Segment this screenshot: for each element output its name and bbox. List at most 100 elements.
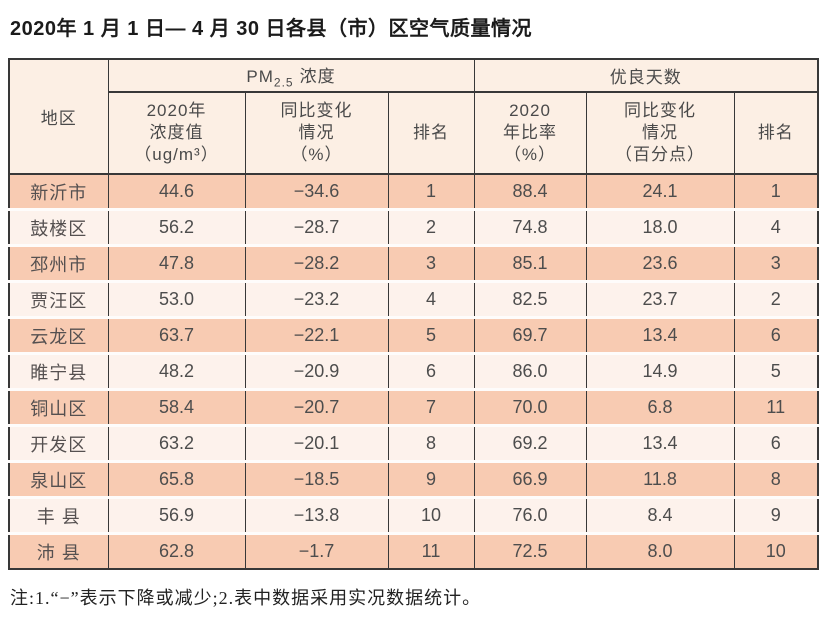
value-cell: −18.5: [244, 461, 389, 499]
value-cell: 4: [387, 281, 475, 319]
value-cell: 63.2: [107, 425, 246, 463]
value-cell: −13.8: [244, 497, 389, 535]
value-cell: 11.8: [585, 461, 735, 499]
region-cell: 泉山区: [8, 461, 109, 499]
header-group-pm25: PM2.5 浓度: [107, 59, 475, 93]
header-gd-rank: 排名: [733, 92, 819, 175]
value-cell: 63.7: [107, 317, 246, 355]
value-cell: 8: [733, 461, 819, 499]
value-cell: 69.2: [473, 425, 587, 463]
value-cell: 6: [387, 353, 475, 391]
value-cell: 14.9: [585, 353, 735, 391]
value-cell: 10: [387, 497, 475, 535]
value-cell: 62.8: [107, 533, 246, 569]
table-body: 新沂市 44.6 −34.6 1 88.4 24.1 1 鼓楼区 56.2 −28.7 2 74.8 1…: [8, 174, 819, 569]
table-row: 云龙区 63.7 −22.1 5 69.7 13.4 6: [8, 317, 819, 355]
table-row: 丰 县 56.9 −13.8 10 76.0 8.4 9: [8, 497, 819, 535]
value-cell: 53.0: [107, 281, 246, 319]
value-cell: 47.8: [107, 245, 246, 283]
value-cell: 6: [733, 317, 819, 355]
value-cell: 1: [733, 174, 819, 211]
pm-suffix-label: 浓度: [299, 66, 336, 86]
region-cell: 云龙区: [8, 317, 109, 355]
value-cell: 11: [733, 389, 819, 427]
value-cell: 66.9: [473, 461, 587, 499]
value-cell: −20.9: [244, 353, 389, 391]
pm-label: PM: [246, 66, 274, 86]
region-cell: 邳州市: [8, 245, 109, 283]
value-cell: 6.8: [585, 389, 735, 427]
table-row: 睢宁县 48.2 −20.9 6 86.0 14.9 5: [8, 353, 819, 391]
value-cell: −23.2: [244, 281, 389, 319]
value-cell: 48.2: [107, 353, 246, 391]
table-row: 铜山区 58.4 −20.7 7 70.0 6.8 11: [8, 389, 819, 427]
value-cell: −28.2: [244, 245, 389, 283]
value-cell: −22.1: [244, 317, 389, 355]
value-cell: 65.8: [107, 461, 246, 499]
value-cell: 44.6: [107, 174, 246, 211]
value-cell: 70.0: [473, 389, 587, 427]
header-gd-yoy-change: 同比变化 情况 （百分点）: [585, 92, 735, 175]
value-cell: 5: [733, 353, 819, 391]
table-header: 地区 PM2.5 浓度 优良天数 2020年 浓度值 （ug/m³） 同比变化 情…: [8, 59, 819, 175]
value-cell: 23.6: [585, 245, 735, 283]
header-gd-ratio: 2020 年比率 （%）: [473, 92, 587, 175]
page-title: 2020年 1 月 1 日— 4 月 30 日各县（市）区空气质量情况: [10, 18, 533, 40]
region-cell: 睢宁县: [8, 353, 109, 391]
value-cell: 8.4: [585, 497, 735, 535]
value-cell: 56.2: [107, 209, 246, 247]
value-cell: 56.9: [107, 497, 246, 535]
table-row: 新沂市 44.6 −34.6 1 88.4 24.1 1: [8, 174, 819, 211]
value-cell: 2: [387, 209, 475, 247]
value-cell: 5: [387, 317, 475, 355]
region-cell: 贾汪区: [8, 281, 109, 319]
table-row: 邳州市 47.8 −28.2 3 85.1 23.6 3: [8, 245, 819, 283]
value-cell: 9: [733, 497, 819, 535]
value-cell: 88.4: [473, 174, 587, 211]
value-cell: 13.4: [585, 425, 735, 463]
value-cell: 69.7: [473, 317, 587, 355]
header-pm-concentration: 2020年 浓度值 （ug/m³）: [107, 92, 246, 175]
header-sub-row: 2020年 浓度值 （ug/m³） 同比变化 情况 （%） 排名 2020 年比…: [9, 92, 819, 175]
table-row: 开发区 63.2 −20.1 8 69.2 13.4 6: [8, 425, 819, 463]
header-pm-yoy-change: 同比变化 情况 （%）: [244, 92, 389, 175]
value-cell: 9: [387, 461, 475, 499]
value-cell: 8: [387, 425, 475, 463]
value-cell: 86.0: [473, 353, 587, 391]
value-cell: 2: [733, 281, 819, 319]
value-cell: 74.8: [473, 209, 587, 247]
header-group-good-days: 优良天数: [473, 59, 819, 93]
value-cell: 3: [387, 245, 475, 283]
value-cell: 72.5: [473, 533, 587, 569]
header-pm-rank: 排名: [387, 92, 475, 175]
region-cell: 开发区: [8, 425, 109, 463]
value-cell: −20.1: [244, 425, 389, 463]
value-cell: 7: [387, 389, 475, 427]
value-cell: −34.6: [244, 174, 389, 211]
value-cell: 13.4: [585, 317, 735, 355]
value-cell: 85.1: [473, 245, 587, 283]
value-cell: 18.0: [585, 209, 735, 247]
value-cell: 10: [733, 533, 819, 569]
pm-subscript: 2.5: [273, 75, 294, 90]
region-cell: 新沂市: [8, 174, 109, 211]
table-row: 鼓楼区 56.2 −28.7 2 74.8 18.0 4: [8, 209, 819, 247]
region-cell: 鼓楼区: [8, 209, 109, 247]
value-cell: 6: [733, 425, 819, 463]
table-row: 沛 县 62.8 −1.7 11 72.5 8.0 10: [8, 533, 819, 569]
region-cell: 丰 县: [8, 497, 109, 535]
value-cell: 11: [387, 533, 475, 569]
air-quality-table: 地区 PM2.5 浓度 优良天数 2020年 浓度值 （ug/m³） 同比变化 情…: [8, 58, 819, 570]
value-cell: 1: [387, 174, 475, 211]
value-cell: 23.7: [585, 281, 735, 319]
value-cell: −1.7: [244, 533, 389, 569]
footnote: 注:1.“−”表示下降或减少;2.表中数据采用实况数据统计。: [10, 588, 482, 608]
value-cell: 4: [733, 209, 819, 247]
header-group-row: 地区 PM2.5 浓度 优良天数: [8, 59, 819, 175]
header-region: 地区: [8, 59, 109, 175]
value-cell: 24.1: [585, 174, 735, 211]
region-cell: 沛 县: [8, 533, 109, 569]
value-cell: 76.0: [473, 497, 587, 535]
value-cell: 3: [733, 245, 819, 283]
